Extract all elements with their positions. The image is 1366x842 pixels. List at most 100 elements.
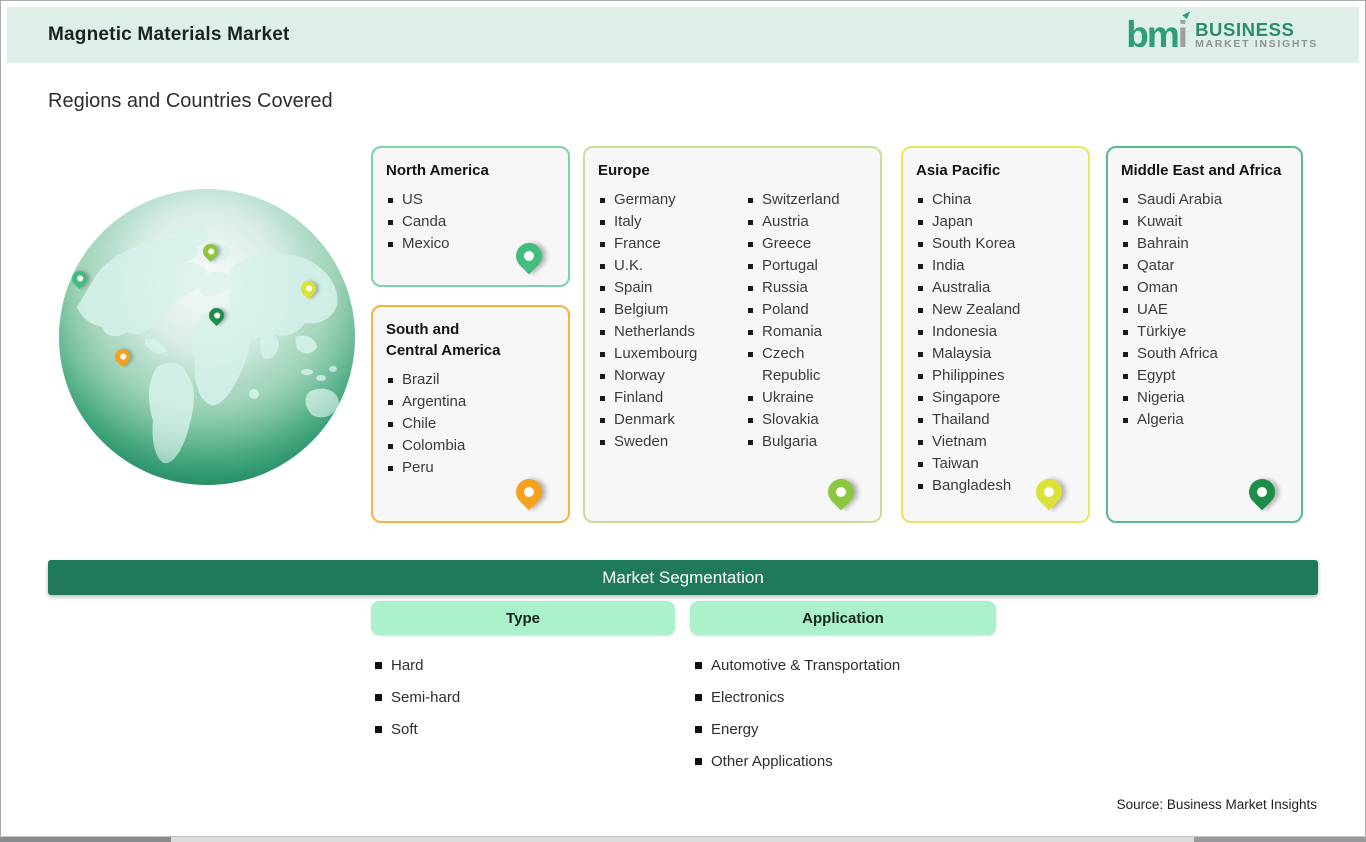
country-item: Bangladesh (916, 475, 1075, 497)
application-items-list: Automotive & Transportation Electronics … (695, 649, 900, 777)
bullet-square-icon (748, 242, 753, 247)
country-item: Bahrain (1121, 233, 1288, 255)
bullet-square-icon (600, 418, 605, 423)
country-item: Taiwan (916, 453, 1075, 475)
bullet-square-icon (1123, 308, 1128, 313)
country-item: Qatar (1121, 255, 1288, 277)
segment-item: Semi-hard (375, 681, 460, 713)
country-item: US (386, 189, 555, 211)
bullet-square-icon (748, 352, 753, 357)
country-item: Australia (916, 277, 1075, 299)
segmentation-column-header-type: Type (371, 601, 675, 635)
scrollbar-thumb[interactable] (0, 837, 171, 842)
bmi-logo: bmi BUSINESS MARKET INSIGHTS (1126, 9, 1318, 53)
bullet-square-icon (918, 352, 923, 357)
country-item: Kuwait (1121, 211, 1288, 233)
region-title: Europe (598, 162, 650, 179)
bullet-square-icon (600, 264, 605, 269)
bullet-square-icon (1123, 352, 1128, 357)
page-title: Magnetic Materials Market (48, 24, 290, 45)
country-item: Japan (916, 211, 1075, 233)
country-item: Singapore (916, 387, 1075, 409)
bullet-square-icon (918, 374, 923, 379)
bullet-square-icon (1123, 242, 1128, 247)
type-items-list: Hard Semi-hard Soft (375, 649, 460, 745)
country-item: Argentina (386, 391, 555, 413)
bullet-square-icon (600, 308, 605, 313)
segmentation-title: Market Segmentation (602, 567, 764, 587)
country-list-column-1: Germany Italy France U.K. Spain Belgium … (598, 189, 746, 453)
bullet-square-icon (748, 308, 753, 313)
logo-line1: BUSINESS (1195, 18, 1295, 40)
country-item: Slovakia (746, 409, 867, 431)
country-item: Czech Republic (746, 343, 867, 387)
region-card-north-america: North America US Canda Mexico (371, 146, 570, 287)
bullet-square-icon (918, 484, 923, 489)
region-title: Asia Pacific (916, 162, 1001, 179)
country-item: Nigeria (1121, 387, 1288, 409)
world-globe (57, 187, 357, 487)
country-item: India (916, 255, 1075, 277)
region-card-middle-east-africa: Middle East and Africa Saudi Arabia Kuwa… (1106, 146, 1303, 523)
bullet-square-icon (388, 422, 393, 427)
bullet-square-icon (375, 661, 382, 669)
country-item: Bulgaria (746, 431, 867, 453)
bullet-square-icon (388, 378, 393, 383)
bullet-square-icon (918, 242, 923, 247)
market-segmentation-banner: Market Segmentation (48, 560, 1318, 595)
country-item: Colombia (386, 435, 555, 457)
bullet-square-icon (695, 725, 702, 733)
country-item: Thailand (916, 409, 1075, 431)
bullet-square-icon (748, 198, 753, 203)
country-list: US Canda Mexico (386, 189, 555, 255)
bullet-square-icon (695, 661, 702, 669)
country-item: Greece (746, 233, 867, 255)
country-item: Brazil (386, 369, 555, 391)
bullet-square-icon (600, 286, 605, 291)
bullet-square-icon (388, 220, 393, 225)
region-title: South and Central America (386, 321, 501, 359)
country-item: Chile (386, 413, 555, 435)
horizontal-scrollbar[interactable] (0, 836, 1366, 842)
bullet-square-icon (918, 308, 923, 313)
country-list-column-2: Switzerland Austria Greece Portugal Russ… (746, 189, 867, 453)
country-item: Peru (386, 457, 555, 479)
bullet-square-icon (388, 466, 393, 471)
bullet-square-icon (600, 198, 605, 203)
country-item: Switzerland (746, 189, 867, 211)
segmentation-column-header-application: Application (690, 601, 996, 635)
bullet-square-icon (375, 693, 382, 701)
source-attribution: Source: Business Market Insights (1116, 797, 1317, 812)
map-pin-icon (510, 473, 548, 511)
country-item: Luxembourg (598, 343, 746, 365)
bullet-square-icon (388, 400, 393, 405)
bullet-square-icon (918, 418, 923, 423)
region-title: Middle East and Africa (1121, 162, 1282, 179)
country-item: Vietnam (916, 431, 1075, 453)
bullet-square-icon (918, 462, 923, 467)
bullet-square-icon (600, 220, 605, 225)
country-item: UAE (1121, 299, 1288, 321)
globe-illustration (59, 189, 355, 485)
region-card-europe: Europe Germany Italy France U.K. Spain B… (583, 146, 882, 523)
bullet-square-icon (748, 440, 753, 445)
segment-item: Electronics (695, 681, 900, 713)
bullet-square-icon (1123, 330, 1128, 335)
bullet-square-icon (695, 693, 702, 701)
country-list: Brazil Argentina Chile Colombia Peru (386, 369, 555, 479)
map-pin-icon (1243, 473, 1281, 511)
bullet-square-icon (600, 242, 605, 247)
country-item: Oman (1121, 277, 1288, 299)
country-item: Portugal (746, 255, 867, 277)
bullet-square-icon (600, 352, 605, 357)
country-item: Türkiye (1121, 321, 1288, 343)
country-item: China (916, 189, 1075, 211)
bullet-square-icon (918, 330, 923, 335)
country-item: Norway (598, 365, 746, 387)
country-item: Philippines (916, 365, 1075, 387)
section-title: Regions and Countries Covered (48, 90, 333, 112)
region-title: North America (386, 162, 489, 179)
bullet-square-icon (1123, 418, 1128, 423)
bullet-square-icon (748, 418, 753, 423)
region-card-asia-pacific: Asia Pacific China Japan South Korea Ind… (901, 146, 1090, 523)
